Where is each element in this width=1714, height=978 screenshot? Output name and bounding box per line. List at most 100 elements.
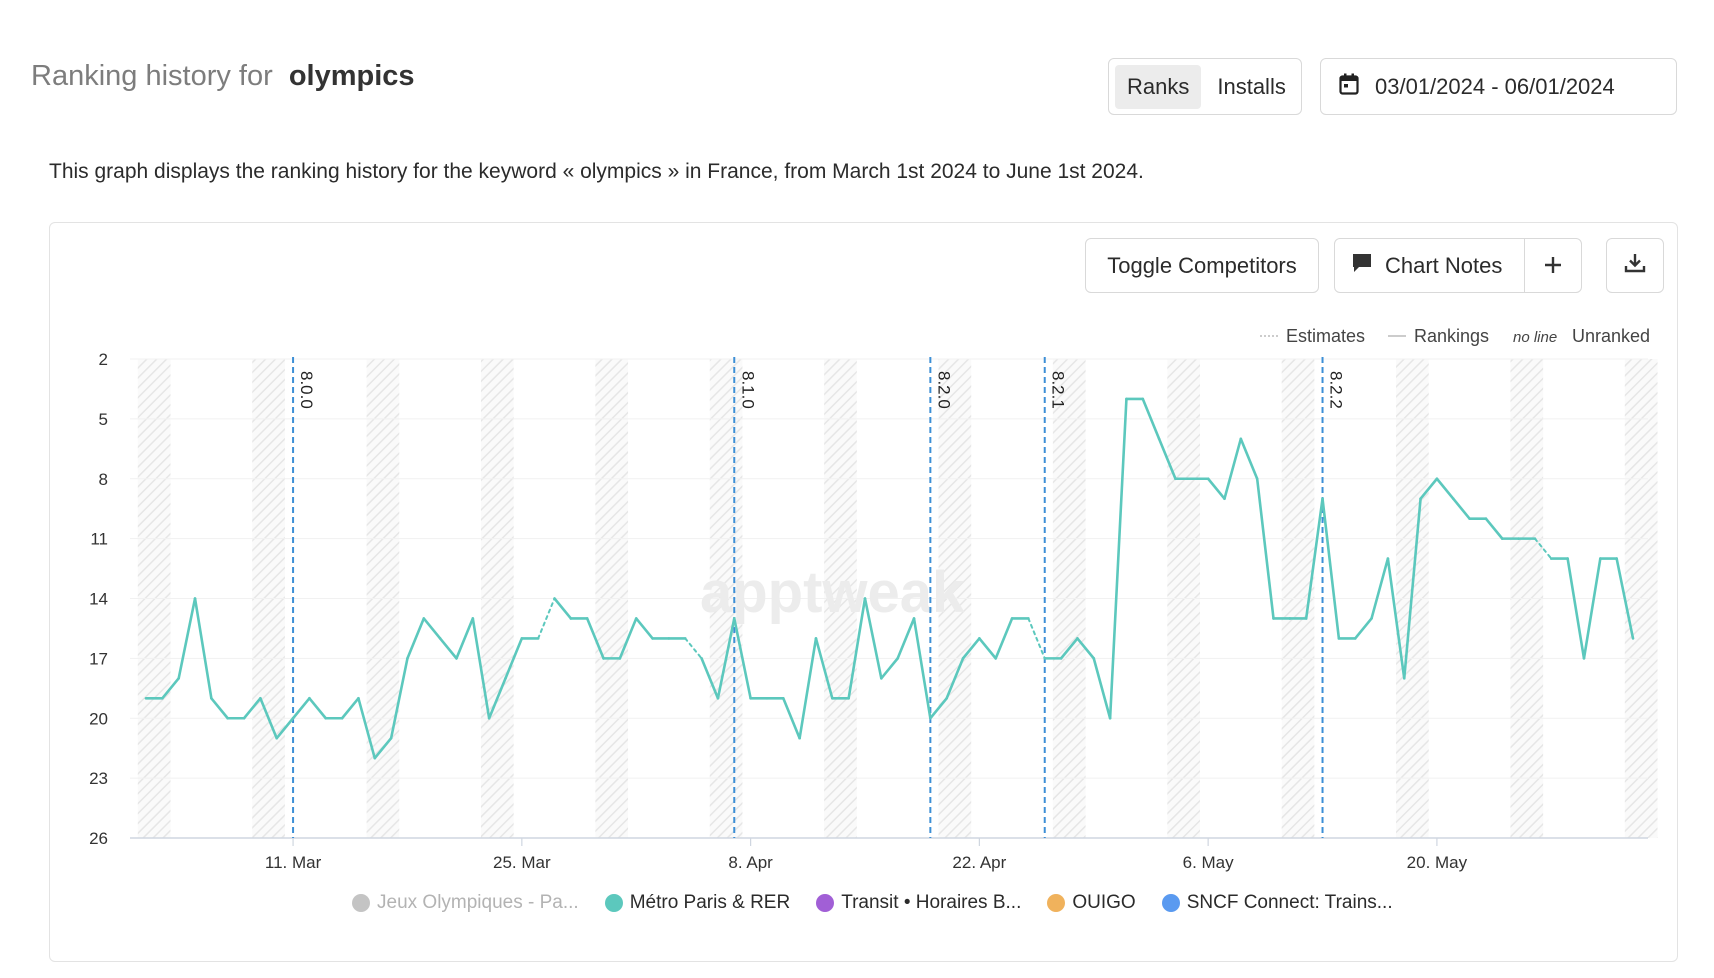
- data-point: [1092, 657, 1095, 660]
- legend-item[interactable]: Jeux Olympiques - Pa...: [352, 892, 579, 914]
- series-segment: [193, 597, 213, 700]
- legend-item[interactable]: Métro Paris & RER: [604, 892, 790, 914]
- series-segment: [814, 637, 834, 700]
- data-point: [504, 677, 507, 680]
- data-point: [1223, 497, 1226, 500]
- y-tick-label: 14: [89, 590, 108, 609]
- series-segment: [161, 677, 180, 700]
- x-tick-label: 11. Mar: [265, 853, 322, 872]
- data-point: [700, 657, 703, 660]
- series-segment: [716, 617, 736, 700]
- data-point: [1304, 617, 1308, 620]
- data-point: [1059, 657, 1063, 660]
- download-button[interactable]: [1606, 238, 1664, 293]
- date-range-picker[interactable]: 03/01/2024 - 06/01/2024: [1320, 58, 1677, 115]
- series-segment: [1582, 557, 1602, 660]
- series-segment: [1451, 497, 1471, 520]
- x-tick-label: 20. May: [1407, 853, 1468, 872]
- chart-notes-label: Chart Notes: [1385, 252, 1503, 278]
- data-point: [585, 617, 589, 620]
- toggle-competitors-button[interactable]: Toggle Competitors: [1085, 238, 1319, 293]
- data-point: [1206, 477, 1210, 480]
- series-segment: [847, 597, 867, 700]
- version-marker-label: 8.0.0: [297, 371, 316, 409]
- download-icon: [1623, 251, 1647, 281]
- y-tick-label: 26: [89, 829, 108, 848]
- series-segment: [1076, 637, 1096, 660]
- series-segment: [1533, 537, 1553, 560]
- data-point: [1337, 637, 1341, 640]
- data-point: [749, 697, 752, 700]
- data-point: [226, 717, 229, 720]
- data-point: [1108, 717, 1112, 720]
- data-point: [161, 697, 164, 700]
- series-segment: [1370, 557, 1390, 620]
- data-point: [1582, 657, 1586, 660]
- title-prefix: Ranking history for: [31, 60, 273, 92]
- data-point: [1272, 617, 1275, 620]
- series-segment: [781, 696, 801, 740]
- series-segment: [553, 597, 573, 620]
- data-point: [340, 717, 344, 720]
- series-segment: [634, 617, 654, 640]
- series-segment: [1304, 497, 1324, 620]
- plus-icon: [1543, 250, 1563, 282]
- series-segment: [422, 617, 442, 640]
- series-segment: [1092, 657, 1112, 720]
- series-segment: [210, 696, 230, 720]
- legend-item[interactable]: SNCF Connect: Trains...: [1161, 892, 1393, 914]
- y-tick-label: 17: [89, 649, 108, 668]
- x-tick-label: 22. Apr: [952, 853, 1006, 872]
- series-segment: [455, 617, 475, 660]
- data-point: [602, 657, 605, 660]
- data-point: [1419, 497, 1422, 500]
- data-point: [1533, 537, 1537, 540]
- data-point: [765, 697, 769, 700]
- series-segment: [471, 617, 491, 720]
- calendar-icon: [1339, 73, 1359, 101]
- series-segment: [308, 696, 328, 720]
- data-point: [896, 657, 899, 660]
- estimates-label: Estimates: [1286, 326, 1365, 346]
- tab-installs[interactable]: Installs: [1217, 73, 1286, 99]
- data-point: [733, 617, 736, 620]
- legend-item[interactable]: Transit • Horaires B...: [816, 892, 1021, 914]
- legend-item[interactable]: OUIGO: [1047, 892, 1136, 914]
- legend-dot: [1047, 894, 1066, 912]
- series-segment: [1059, 637, 1079, 660]
- data-point: [1255, 477, 1259, 480]
- data-point: [259, 697, 262, 700]
- series-segment: [242, 696, 262, 720]
- series-segment: [487, 677, 507, 720]
- data-point: [373, 756, 376, 760]
- series-segment: [896, 617, 916, 660]
- data-point: [667, 637, 671, 640]
- add-note-button[interactable]: [1525, 239, 1581, 292]
- data-point: [716, 697, 720, 700]
- data-point: [945, 697, 948, 700]
- series-segment: [732, 617, 752, 700]
- data-point: [455, 657, 458, 660]
- legend-label: Transit • Horaires B...: [841, 892, 1022, 913]
- data-point: [275, 737, 278, 740]
- series-segment: [357, 696, 377, 760]
- data-point: [782, 697, 785, 700]
- chart-notes-button[interactable]: Chart Notes: [1335, 239, 1525, 292]
- data-point: [177, 677, 180, 680]
- series-segment: [1027, 617, 1046, 660]
- series-segment: [700, 657, 720, 700]
- data-point: [520, 637, 524, 640]
- data-point: [1386, 557, 1390, 560]
- legend-dot: [604, 894, 623, 912]
- data-point: [1125, 397, 1128, 401]
- version-marker-label: 8.2.2: [1327, 371, 1346, 409]
- series-segment: [798, 637, 818, 740]
- data-point: [863, 597, 867, 600]
- data-point: [994, 657, 997, 660]
- data-point: [1468, 517, 1471, 520]
- series-segment: [1419, 477, 1439, 501]
- legend-dot: [352, 894, 370, 912]
- series-segment: [585, 617, 605, 660]
- tab-ranks[interactable]: Ranks: [1115, 64, 1202, 109]
